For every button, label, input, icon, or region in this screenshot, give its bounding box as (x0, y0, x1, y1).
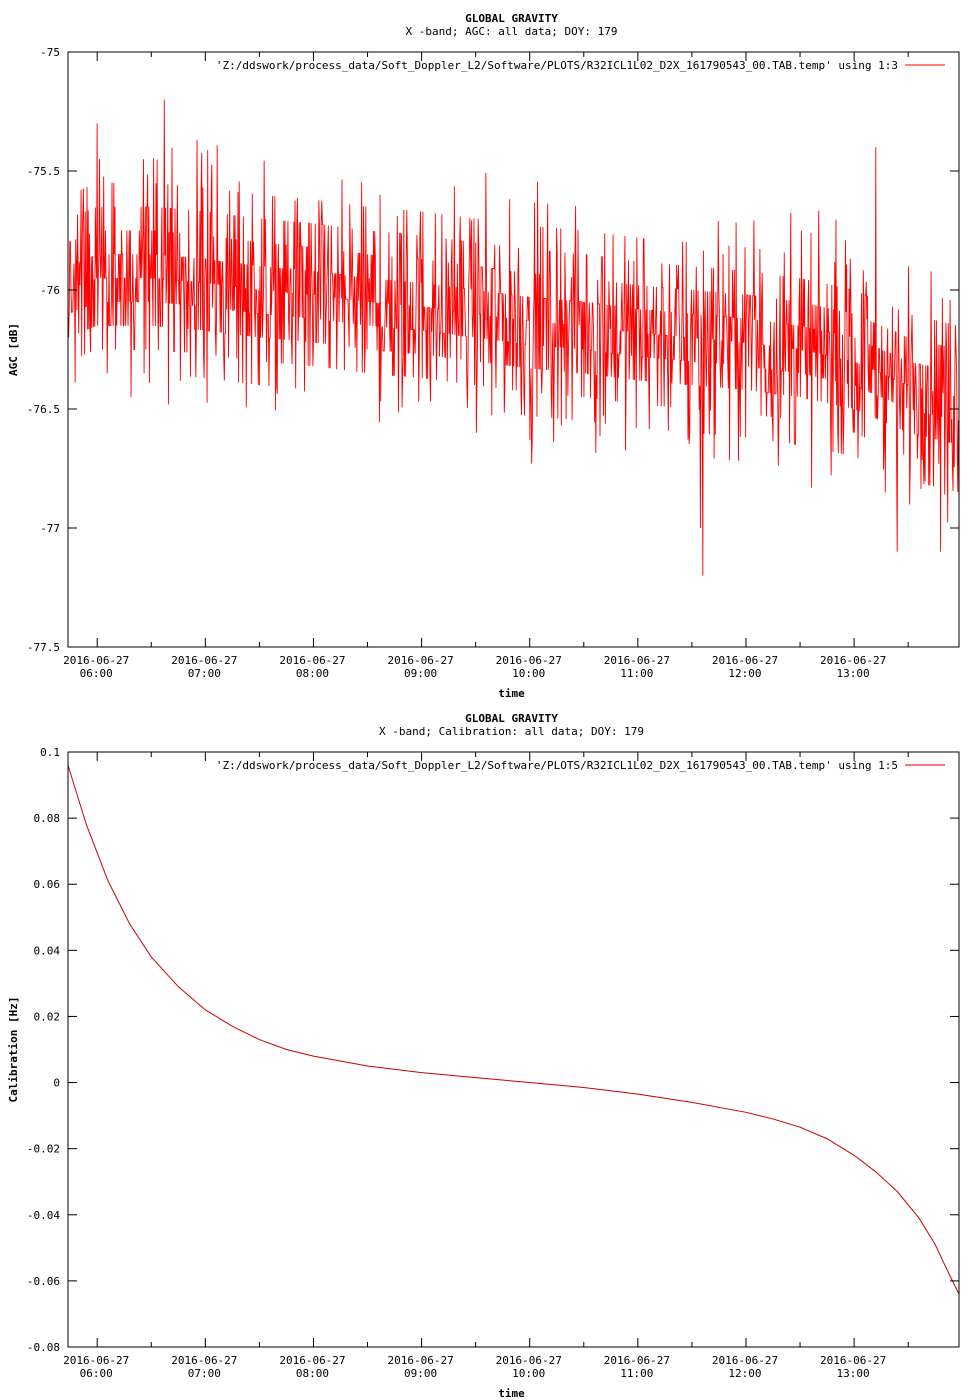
x-tick-time: 12:00 (728, 1367, 761, 1380)
x-tick-time: 08:00 (296, 1367, 329, 1380)
plot-frame (67, 51, 960, 648)
y-tick-label: -0.06 (27, 1275, 60, 1288)
x-tick-time: 11:00 (620, 1367, 653, 1380)
x-tick-date: 2016-06-27 (63, 1354, 129, 1367)
y-tick-label: -0.08 (27, 1341, 60, 1354)
x-tick-time: 12:00 (728, 667, 761, 680)
x-tick-time: 13:00 (837, 1367, 870, 1380)
x-tick-date: 2016-06-27 (820, 1354, 886, 1367)
y-tick-label: -75 (40, 46, 60, 59)
series-line-1 (68, 99, 959, 576)
x-tick-date: 2016-06-27 (712, 1354, 778, 1367)
x-axis-label: time (498, 687, 525, 700)
x-tick-date: 2016-06-27 (604, 654, 670, 667)
y-tick-label: -75.5 (27, 165, 60, 178)
x-tick-date: 2016-06-27 (171, 654, 237, 667)
y-tick-label: 0.04 (34, 944, 61, 957)
chart-title: GLOBAL GRAVITY (465, 712, 558, 725)
x-tick-date: 2016-06-27 (820, 654, 886, 667)
x-tick-date: 2016-06-27 (387, 654, 453, 667)
x-tick-date: 2016-06-27 (604, 1354, 670, 1367)
x-tick-time: 08:00 (296, 667, 329, 680)
x-tick-time: 10:00 (512, 1367, 545, 1380)
y-tick-label: -76 (40, 284, 60, 297)
x-tick-time: 06:00 (80, 1367, 113, 1380)
y-axis-label: Calibration [Hz] (7, 997, 20, 1103)
x-tick-date: 2016-06-27 (63, 654, 129, 667)
y-tick-label: 0 (53, 1077, 60, 1090)
x-tick-date: 2016-06-27 (279, 654, 345, 667)
x-axis-label: time (498, 1387, 525, 1400)
y-tick-label: -77 (40, 522, 60, 535)
y-tick-label: 0.08 (34, 812, 61, 825)
chart-subtitle: X -band; Calibration: all data; DOY: 179 (379, 725, 644, 738)
x-tick-time: 09:00 (404, 667, 437, 680)
x-tick-time: 10:00 (512, 667, 545, 680)
x-tick-time: 13:00 (837, 667, 870, 680)
y-tick-label: -0.04 (27, 1209, 60, 1222)
legend-entry-label: 'Z:/ddswork/process_data/Soft_Doppler_L2… (216, 759, 898, 772)
x-tick-date: 2016-06-27 (712, 654, 778, 667)
chart-title: GLOBAL GRAVITY (465, 12, 558, 25)
x-tick-time: 06:00 (80, 667, 113, 680)
x-tick-date: 2016-06-27 (387, 1354, 453, 1367)
x-tick-time: 07:00 (188, 1367, 221, 1380)
x-tick-time: 07:00 (188, 667, 221, 680)
y-tick-label: -0.02 (27, 1143, 60, 1156)
x-tick-date: 2016-06-27 (496, 1354, 562, 1367)
y-axis-label: AGC [dB] (7, 323, 20, 376)
x-tick-time: 09:00 (404, 1367, 437, 1380)
x-tick-date: 2016-06-27 (171, 1354, 237, 1367)
y-tick-label: 0.1 (40, 746, 60, 759)
x-tick-date: 2016-06-27 (279, 1354, 345, 1367)
chart-subtitle: X -band; AGC: all data; DOY: 179 (406, 25, 618, 38)
y-tick-label: -76.5 (27, 403, 60, 416)
series-line-1 (68, 765, 959, 1295)
y-tick-label: 0.02 (34, 1010, 61, 1023)
plot-frame (67, 751, 960, 1348)
x-tick-time: 11:00 (620, 667, 653, 680)
y-tick-label: -77.5 (27, 641, 60, 654)
legend-entry-label: 'Z:/ddswork/process_data/Soft_Doppler_L2… (216, 59, 898, 72)
x-tick-date: 2016-06-27 (496, 654, 562, 667)
y-tick-label: 0.06 (34, 878, 61, 891)
